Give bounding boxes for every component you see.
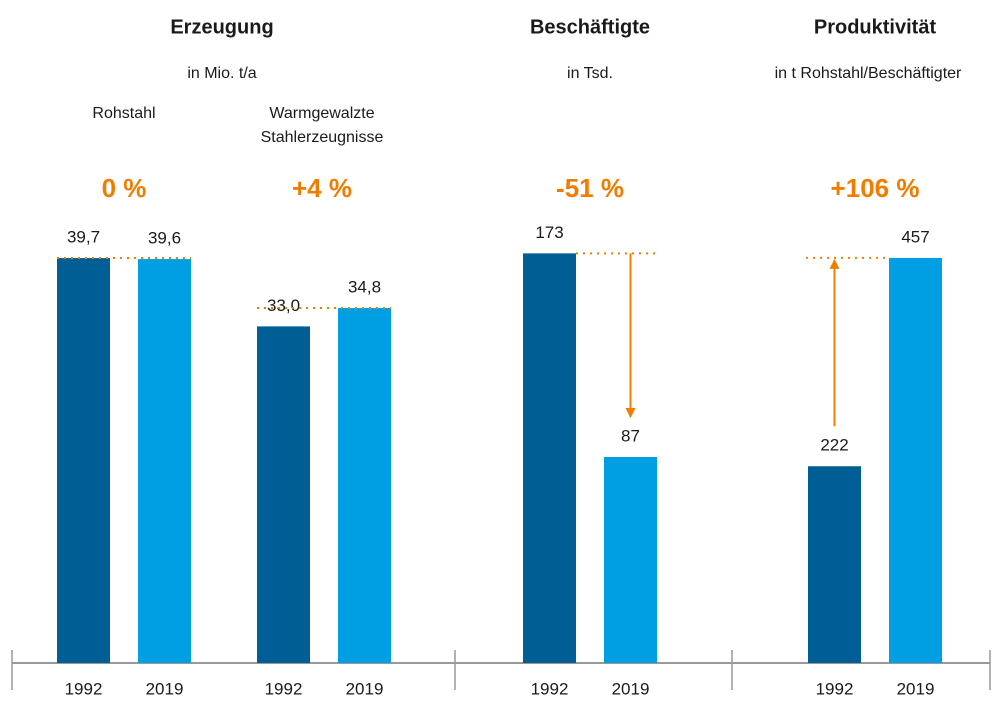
x-tick-label: 2019 xyxy=(612,679,650,698)
x-tick-label: 1992 xyxy=(531,679,569,698)
value-label: 173 xyxy=(535,223,563,242)
value-label: 457 xyxy=(901,227,929,246)
bar xyxy=(338,308,391,663)
value-label: 87 xyxy=(621,426,640,445)
change-label: 0 % xyxy=(102,173,147,203)
value-label: 39,6 xyxy=(148,229,181,248)
panel-title: Beschäftigte xyxy=(530,16,650,38)
change-label: +4 % xyxy=(292,173,352,203)
value-label: 222 xyxy=(820,436,848,455)
x-tick-label: 1992 xyxy=(816,679,854,698)
group-name: Warmgewalzte xyxy=(269,105,374,122)
change-label: -51 % xyxy=(556,173,624,203)
panel-subtitle: in Mio. t/a xyxy=(187,65,256,82)
change-label: +106 % xyxy=(831,173,920,203)
x-tick-label: 1992 xyxy=(265,679,303,698)
x-tick-label: 1992 xyxy=(65,679,103,698)
bar xyxy=(808,466,861,663)
group-name: Stahlerzeugnisse xyxy=(261,129,384,146)
panel-subtitle: in Tsd. xyxy=(567,65,613,82)
panel-subtitle: in t Rohstahl/Beschäftigter xyxy=(775,65,962,82)
panel-title: Produktivität xyxy=(814,16,937,38)
bar xyxy=(604,456,657,663)
group-name: Rohstahl xyxy=(92,105,155,122)
x-tick-label: 2019 xyxy=(146,679,184,698)
x-tick-label: 2019 xyxy=(897,679,935,698)
panel-title: Erzeugung xyxy=(170,16,273,38)
bar xyxy=(57,258,110,663)
bar xyxy=(138,259,191,663)
x-tick-label: 2019 xyxy=(346,679,384,698)
bar xyxy=(889,257,942,663)
bar xyxy=(523,253,576,663)
value-label: 39,7 xyxy=(67,228,100,247)
value-label: 33,0 xyxy=(267,296,300,315)
value-label: 34,8 xyxy=(348,278,381,297)
bar xyxy=(257,326,310,663)
